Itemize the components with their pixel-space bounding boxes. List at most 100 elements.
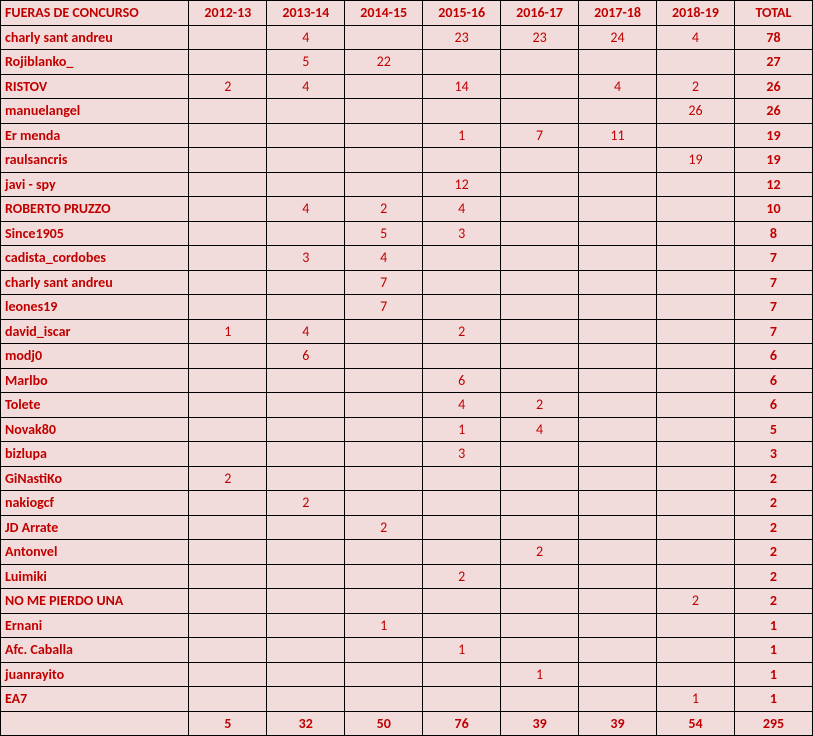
row-value	[267, 417, 345, 442]
row-value	[657, 393, 735, 418]
footer-total: 295	[734, 711, 812, 736]
row-value	[267, 589, 345, 614]
table-row: Tolete426	[1, 393, 813, 418]
row-total: 5	[734, 417, 812, 442]
row-value	[189, 25, 267, 50]
row-name: EA7	[1, 687, 189, 712]
footer-sum: 39	[579, 711, 657, 736]
row-value: 2	[501, 540, 579, 565]
row-value	[579, 613, 657, 638]
row-value	[267, 687, 345, 712]
row-value	[345, 172, 423, 197]
row-value: 2	[345, 197, 423, 222]
table-row: juanrayito11	[1, 662, 813, 687]
row-value	[345, 393, 423, 418]
table-row: JD Arrate22	[1, 515, 813, 540]
row-value: 4	[345, 246, 423, 271]
row-value	[501, 74, 579, 99]
row-value	[267, 393, 345, 418]
row-total: 7	[734, 319, 812, 344]
table-row: ROBERTO PRUZZO42410	[1, 197, 813, 222]
row-value	[501, 564, 579, 589]
row-total: 19	[734, 148, 812, 173]
row-value	[657, 50, 735, 75]
row-value	[267, 270, 345, 295]
row-name: raulsancris	[1, 148, 189, 173]
row-value	[579, 246, 657, 271]
row-value	[579, 393, 657, 418]
row-value	[579, 172, 657, 197]
table-row: Ernani11	[1, 613, 813, 638]
row-value	[267, 123, 345, 148]
row-value	[501, 466, 579, 491]
header-title: FUERAS DE CONCURSO	[1, 1, 189, 26]
row-value	[501, 99, 579, 124]
row-value	[579, 662, 657, 687]
table-row: david_iscar1427	[1, 319, 813, 344]
row-name: charly sant andreu	[1, 25, 189, 50]
row-name: modj0	[1, 344, 189, 369]
row-value	[189, 246, 267, 271]
table-row: javi - spy1212	[1, 172, 813, 197]
row-value	[267, 613, 345, 638]
row-value	[423, 246, 501, 271]
row-value	[657, 246, 735, 271]
row-name: NO ME PIERDO UNA	[1, 589, 189, 614]
row-value	[345, 417, 423, 442]
row-value	[501, 295, 579, 320]
row-value: 2	[501, 393, 579, 418]
row-value	[267, 540, 345, 565]
row-value	[657, 319, 735, 344]
row-value	[501, 148, 579, 173]
row-value	[579, 368, 657, 393]
row-value	[579, 442, 657, 467]
row-value: 1	[423, 638, 501, 663]
row-name: Er menda	[1, 123, 189, 148]
row-value: 2	[189, 466, 267, 491]
table-row: modj066	[1, 344, 813, 369]
row-value	[579, 197, 657, 222]
row-value	[501, 172, 579, 197]
row-value: 5	[267, 50, 345, 75]
row-name: Since1905	[1, 221, 189, 246]
row-value	[657, 344, 735, 369]
row-value	[423, 148, 501, 173]
row-value	[501, 515, 579, 540]
row-value	[579, 564, 657, 589]
row-value	[189, 687, 267, 712]
row-value	[189, 393, 267, 418]
row-total: 1	[734, 662, 812, 687]
header-year: 2014-15	[345, 1, 423, 26]
row-total: 10	[734, 197, 812, 222]
row-value	[579, 99, 657, 124]
row-value	[189, 613, 267, 638]
row-value	[345, 123, 423, 148]
row-value	[267, 148, 345, 173]
row-value	[657, 613, 735, 638]
row-value: 2	[657, 589, 735, 614]
row-value	[423, 540, 501, 565]
row-value	[267, 662, 345, 687]
row-total: 6	[734, 344, 812, 369]
row-name: leones19	[1, 295, 189, 320]
row-value	[501, 344, 579, 369]
row-value	[267, 564, 345, 589]
row-value	[657, 123, 735, 148]
row-value	[501, 368, 579, 393]
row-value: 7	[501, 123, 579, 148]
table-row: manuelangel2626	[1, 99, 813, 124]
row-value	[189, 442, 267, 467]
footer-blank	[1, 711, 189, 736]
row-total: 2	[734, 564, 812, 589]
table-row: cadista_cordobes347	[1, 246, 813, 271]
table-row: EA711	[1, 687, 813, 712]
row-value: 4	[423, 393, 501, 418]
row-name: Marlbo	[1, 368, 189, 393]
row-value: 2	[423, 319, 501, 344]
table-row: Novak80145	[1, 417, 813, 442]
row-value	[189, 221, 267, 246]
row-value: 1	[657, 687, 735, 712]
row-value: 1	[423, 417, 501, 442]
row-value: 4	[423, 197, 501, 222]
table-row: nakiogcf22	[1, 491, 813, 516]
